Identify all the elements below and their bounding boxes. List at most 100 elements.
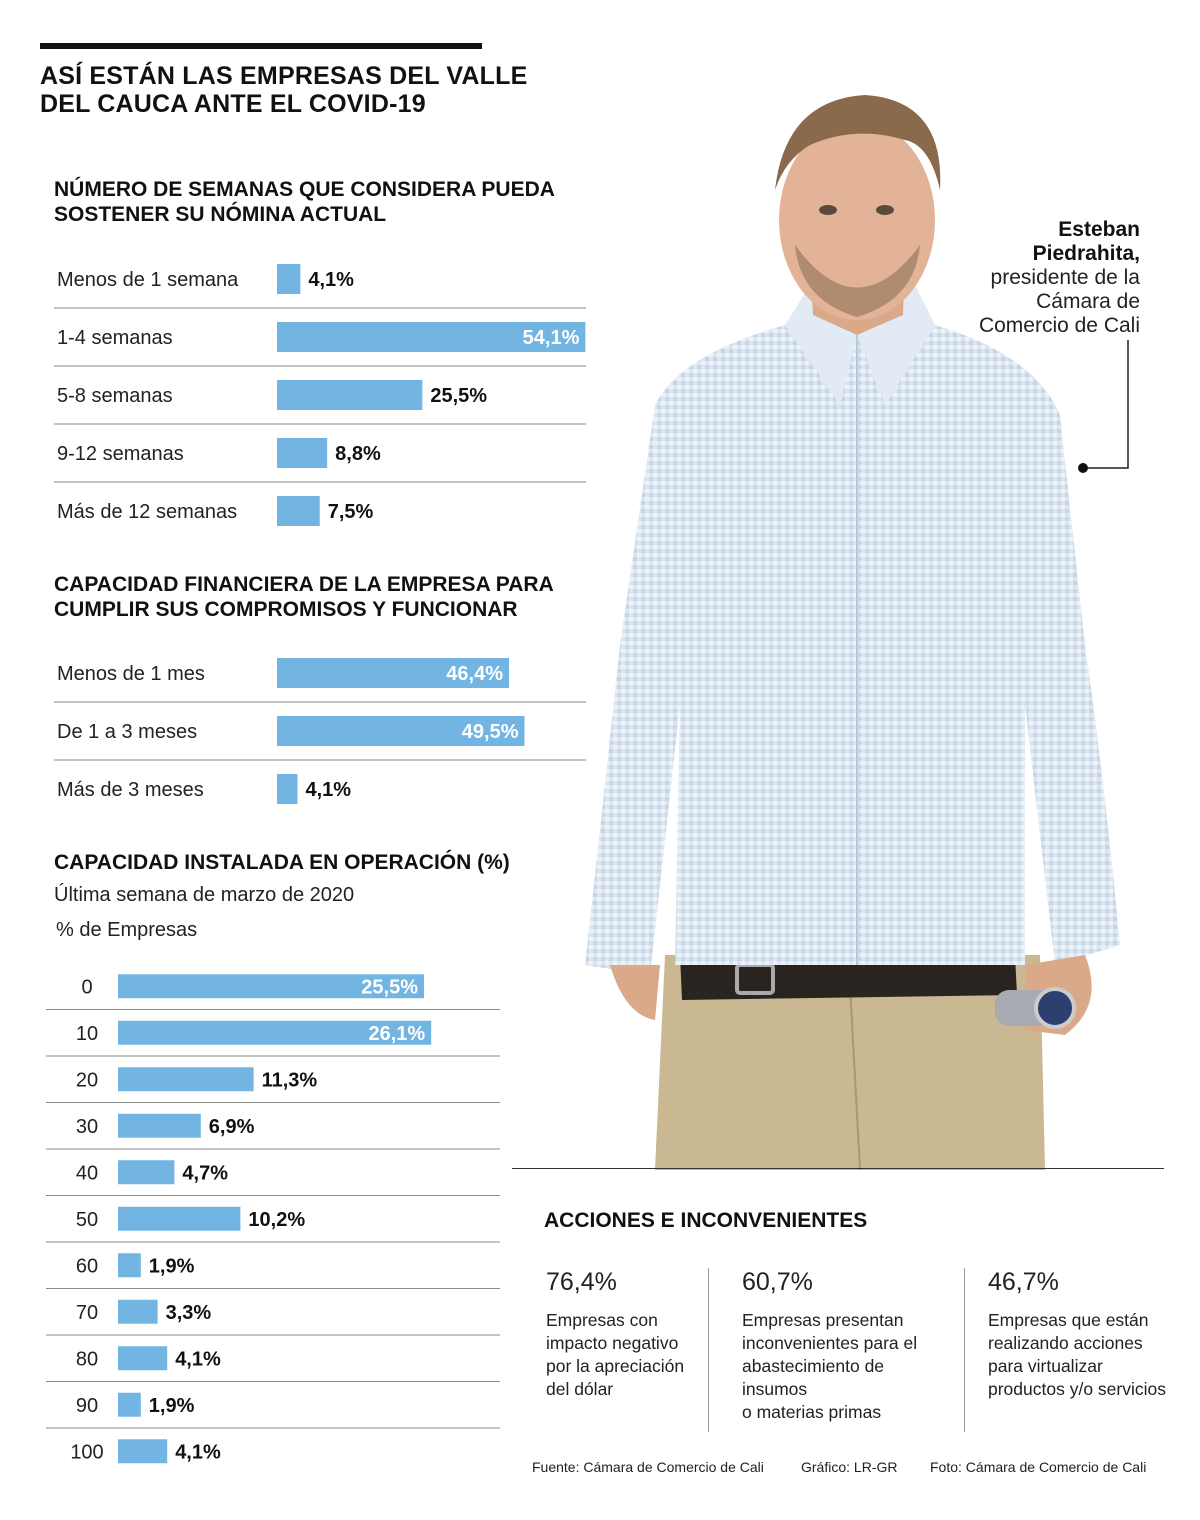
bar: [277, 264, 301, 294]
chart3-subtitle: Última semana de marzo de 2020: [54, 884, 355, 906]
stat-desc-line: o materias primas: [742, 1402, 882, 1422]
stat-desc-line: Empresas con: [546, 1310, 658, 1330]
footer-source: Fuente: Cámara de Comercio de Cali: [532, 1459, 764, 1475]
data-label: 4,1%: [175, 1348, 221, 1370]
category-label: De 1 a 3 meses: [57, 721, 197, 743]
category-label: Menos de 1 semana: [57, 269, 239, 291]
data-label: 4,1%: [306, 779, 352, 801]
category-label: Menos de 1 mes: [57, 663, 205, 685]
stat-description: Empresas que están realizando acciones p…: [988, 1309, 1198, 1401]
data-label: 4,1%: [308, 269, 354, 291]
bar: [118, 1346, 168, 1371]
stat-desc-line: Empresas que están: [988, 1310, 1149, 1330]
portrait-caption: Esteban Piedrahita, presidente de la Cám…: [979, 218, 1140, 338]
category-label: 5-8 semanas: [57, 385, 173, 407]
stat-item-3: 46,7% Empresas que están realizando acci…: [988, 1268, 1198, 1401]
bar: [118, 1253, 141, 1278]
category-label: 40: [76, 1162, 98, 1184]
category-label: 9-12 semanas: [57, 443, 184, 465]
category-label: 10: [76, 1023, 98, 1045]
bar: [277, 322, 586, 352]
data-label: 25,5%: [430, 385, 487, 407]
data-label: 26,1%: [368, 1023, 425, 1045]
category-label: 50: [76, 1209, 98, 1231]
bar: [118, 1206, 241, 1231]
bar: [277, 658, 509, 688]
stat-item-2: 60,7% Empresas presentan inconvenientes …: [742, 1268, 952, 1424]
category-label: 80: [76, 1348, 98, 1370]
bar: [277, 774, 298, 804]
stat-value: 60,7%: [742, 1268, 813, 1296]
data-label: 4,1%: [175, 1441, 221, 1463]
footer-graphic: Gráfico: LR-GR: [801, 1459, 898, 1475]
bar: [118, 1392, 141, 1417]
category-label: 20: [76, 1069, 98, 1091]
category-label: 30: [76, 1116, 98, 1138]
bar: [118, 1439, 168, 1464]
category-label: 1-4 semanas: [57, 327, 173, 349]
caption-name-line2: Piedrahita,: [1032, 242, 1140, 265]
category-label: 70: [76, 1302, 98, 1324]
stat-item-1: 76,4% Empresas con impacto negativo por …: [546, 1268, 756, 1401]
stat-desc-line: realizando acciones: [988, 1333, 1143, 1353]
data-label: 11,3%: [262, 1069, 318, 1091]
actions-rule: [512, 1168, 1164, 1169]
title-rule: [40, 43, 482, 49]
data-label: 7,5%: [328, 501, 374, 523]
data-label: 1,9%: [149, 1255, 195, 1277]
stat-divider: [708, 1268, 709, 1432]
data-label: 3,3%: [166, 1302, 212, 1324]
category-label: Más de 12 semanas: [57, 501, 237, 523]
chart2-title: CAPACIDAD FINANCIERA DE LA EMPRESA PARA …: [54, 573, 553, 621]
category-label: 0: [81, 976, 92, 998]
stat-desc-line: Empresas presentan: [742, 1310, 904, 1330]
category-label: 60: [76, 1255, 98, 1277]
data-label: 54,1%: [523, 327, 580, 349]
stat-description: Empresas presentan inconvenientes para e…: [742, 1309, 952, 1424]
caption-leader-line: [1078, 340, 1129, 473]
data-label: 8,8%: [335, 443, 381, 465]
chart1-title: NÚMERO DE SEMANAS QUE CONSIDERA PUEDA SO…: [54, 178, 555, 226]
category-label: 90: [76, 1395, 98, 1417]
bar: [118, 974, 424, 999]
bar: [277, 496, 320, 526]
data-label: 10,2%: [248, 1209, 305, 1231]
stat-desc-line: del dólar: [546, 1379, 614, 1399]
stat-value: 46,7%: [988, 1268, 1059, 1296]
data-label: 6,9%: [209, 1116, 255, 1138]
stat-desc-line: impacto negativo: [546, 1333, 679, 1353]
portrait-photo: [585, 95, 1120, 1170]
bar: [277, 716, 525, 746]
data-label: 25,5%: [361, 976, 418, 998]
bar: [277, 380, 423, 410]
bar: [118, 1299, 158, 1324]
stat-divider: [964, 1268, 965, 1432]
caption-role-line2: Cámara de: [1036, 290, 1140, 313]
stat-desc-line: inconvenientes para el: [742, 1333, 918, 1353]
stat-desc-line: productos y/o servicios: [988, 1379, 1166, 1399]
bar: [277, 438, 328, 468]
main-title: ASÍ ESTÁN LAS EMPRESAS DEL VALLE DEL CAU…: [40, 62, 528, 118]
stat-desc-line: por la apreciación: [546, 1356, 685, 1376]
data-label: 4,7%: [182, 1162, 228, 1184]
caption-name-line1: Esteban: [1058, 218, 1140, 241]
footer-photo: Foto: Cámara de Comercio de Cali: [930, 1459, 1147, 1475]
caption-role-line3: Comercio de Cali: [978, 314, 1140, 337]
caption-role-line1: presidente de la: [990, 266, 1140, 289]
chart3-title: CAPACIDAD INSTALADA EN OPERACIÓN (%): [54, 851, 510, 874]
stat-desc-line: abastecimiento de insumos: [742, 1356, 885, 1399]
category-label: Más de 3 meses: [57, 779, 204, 801]
bar-charts: Menos de 1 semana 4,1% 1-4 semanas 54,1% 5-8…: [46, 264, 586, 1464]
actions-title: ACCIONES E INCONVENIENTES: [544, 1209, 868, 1232]
data-label: 1,9%: [149, 1395, 195, 1417]
data-label: 49,5%: [462, 721, 519, 743]
bar: [118, 1160, 175, 1185]
bar: [118, 1020, 432, 1045]
bar: [118, 1067, 254, 1092]
stat-description: Empresas con impacto negativo por la apr…: [546, 1309, 756, 1401]
chart3-unit-label: % de Empresas: [56, 919, 198, 941]
stat-value: 76,4%: [546, 1268, 617, 1296]
data-label: 46,4%: [446, 663, 503, 685]
bar: [118, 1113, 201, 1138]
stat-desc-line: para virtualizar: [988, 1356, 1103, 1376]
